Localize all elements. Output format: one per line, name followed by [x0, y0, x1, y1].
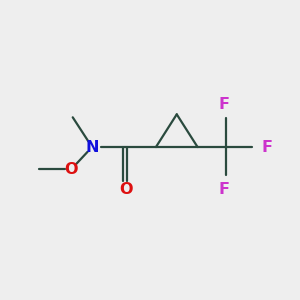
Text: F: F	[261, 140, 272, 154]
Text: O: O	[64, 162, 78, 177]
Text: O: O	[119, 182, 133, 197]
Text: F: F	[219, 97, 230, 112]
Text: N: N	[85, 140, 99, 154]
Text: F: F	[219, 182, 230, 197]
